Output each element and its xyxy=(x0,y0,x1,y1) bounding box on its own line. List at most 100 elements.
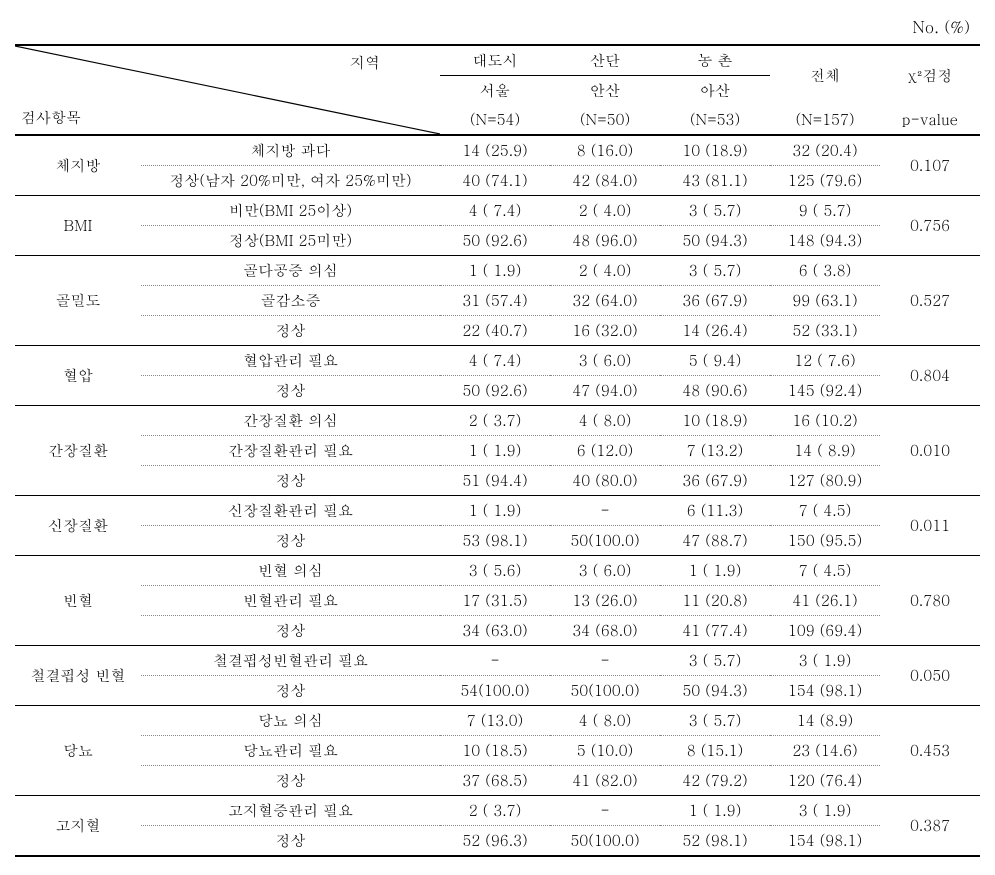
category-label: 정상(BMI 25미만) xyxy=(141,226,440,256)
total-cell: 3 ( 1.9) xyxy=(770,646,880,676)
data-cell: 40 (80.0) xyxy=(550,466,660,496)
total-cell: 14 (8.9) xyxy=(770,706,880,736)
header-region-label: 지역 xyxy=(350,52,380,73)
data-cell: 3 ( 5.7) xyxy=(660,256,770,286)
data-cell: - xyxy=(550,646,660,676)
total-cell: 23 (14.6) xyxy=(770,736,880,766)
data-cell: 1 ( 1.9) xyxy=(440,496,550,526)
data-cell: 10 (18.9) xyxy=(660,406,770,436)
data-cell: 50(100.0) xyxy=(550,826,660,857)
data-cell: 32 (64.0) xyxy=(550,286,660,316)
total-cell: 125 (79.6) xyxy=(770,166,880,196)
table-row: 간장질환관리 필요1 ( 1.9)6 (12.0)7 (13.2)14 ( 8.… xyxy=(15,436,980,466)
total-cell: 127 (80.9) xyxy=(770,466,880,496)
data-cell: 48 (96.0) xyxy=(550,226,660,256)
group-name: 간장질환 xyxy=(15,406,141,496)
data-cell: - xyxy=(550,496,660,526)
total-cell: 6 ( 3.8) xyxy=(770,256,880,286)
data-cell: 2 ( 3.7) xyxy=(440,796,550,826)
header-city-0: 서울 xyxy=(440,76,550,106)
data-cell: 47 (88.7) xyxy=(660,526,770,556)
data-cell: 4 ( 7.4) xyxy=(440,346,550,376)
data-cell: 37 (68.5) xyxy=(440,766,550,796)
group-name: 당뇨 xyxy=(15,706,141,796)
data-cell: 50 (92.6) xyxy=(440,226,550,256)
table-row: 신장질환신장질환관리 필요1 ( 1.9)-6 (11.3)7 ( 4.5)0.… xyxy=(15,496,980,526)
category-label: 정상 xyxy=(141,526,440,556)
data-cell: 50 (94.3) xyxy=(660,676,770,706)
category-label: 철결핍성빈혈관리 필요 xyxy=(141,646,440,676)
table-row: 정상50 (92.6)47 (94.0)48 (90.6)145 (92.4) xyxy=(15,376,980,406)
pvalue-cell: 0.453 xyxy=(880,706,980,796)
data-cell: 5 ( 9.4) xyxy=(660,346,770,376)
category-label: 골다공증 의심 xyxy=(141,256,440,286)
table-row: 빈혈관리 필요17 (31.5)13 (26.0)11 (20.8)41 (26… xyxy=(15,586,980,616)
data-cell: 7 (13.0) xyxy=(440,706,550,736)
data-cell: 3 ( 6.0) xyxy=(550,556,660,586)
table-row: 정상(BMI 25미만)50 (92.6)48 (96.0)50 (94.3)1… xyxy=(15,226,980,256)
data-cell: 7 (13.2) xyxy=(660,436,770,466)
category-label: 간장질환 의심 xyxy=(141,406,440,436)
data-cell: 5 (10.0) xyxy=(550,736,660,766)
data-cell: 41 (77.4) xyxy=(660,616,770,646)
data-cell: 42 (84.0) xyxy=(550,166,660,196)
data-cell: - xyxy=(550,796,660,826)
header-pvalue-label: p-value xyxy=(880,105,980,135)
pvalue-cell: 0.527 xyxy=(880,256,980,346)
data-cell: 3 ( 5.7) xyxy=(660,196,770,226)
total-cell: 109 (69.4) xyxy=(770,616,880,646)
data-cell: 22 (40.7) xyxy=(440,316,550,346)
table-row: 고지혈고지혈증관리 필요2 ( 3.7)-1 ( 1.9)3 ( 1.9)0.3… xyxy=(15,796,980,826)
table-row: 빈혈빈혈 의심3 ( 5.6)3 ( 6.0)1 ( 1.9)7 ( 4.5)0… xyxy=(15,556,980,586)
category-label: 정상 xyxy=(141,616,440,646)
pvalue-cell: 0.107 xyxy=(880,135,980,196)
diagonal-header: 지역 검사항목 xyxy=(15,45,440,135)
pvalue-cell: 0.050 xyxy=(880,646,980,706)
group-name: 골밀도 xyxy=(15,256,141,346)
pvalue-cell: 0.804 xyxy=(880,346,980,406)
total-cell: 148 (94.3) xyxy=(770,226,880,256)
data-cell: 34 (63.0) xyxy=(440,616,550,646)
header-city-2: 아산 xyxy=(660,76,770,106)
data-cell: 1 ( 1.9) xyxy=(660,556,770,586)
data-cell: 8 (15.1) xyxy=(660,736,770,766)
table-row: 정상22 (40.7)16 (32.0)14 (26.4)52 (33.1) xyxy=(15,316,980,346)
data-cell: 13 (26.0) xyxy=(550,586,660,616)
table-header: 지역 검사항목 대도시 산단 농 촌 전체 χ²검정 서울 안산 아산 (N=5… xyxy=(15,45,980,135)
table-row: 혈압혈압관리 필요4 ( 7.4)3 ( 6.0)5 ( 9.4)12 ( 7.… xyxy=(15,346,980,376)
category-label: 정상 xyxy=(141,466,440,496)
total-cell: 7 ( 4.5) xyxy=(770,556,880,586)
header-total-label: 전체 xyxy=(770,45,880,105)
category-label: 골감소증 xyxy=(141,286,440,316)
category-label: 비만(BMI 25이상) xyxy=(141,196,440,226)
data-cell: 17 (31.5) xyxy=(440,586,550,616)
data-cell: 11 (20.8) xyxy=(660,586,770,616)
total-cell: 16 (10.2) xyxy=(770,406,880,436)
category-label: 혈압관리 필요 xyxy=(141,346,440,376)
header-chi2-label: χ²검정 xyxy=(880,45,980,105)
data-cell: 1 ( 1.9) xyxy=(440,436,550,466)
header-n-1: (N=50) xyxy=(550,105,660,135)
table-row: 정상51 (94.4)40 (80.0)36 (67.9)127 (80.9) xyxy=(15,466,980,496)
pvalue-cell: 0.780 xyxy=(880,556,980,646)
data-cell: 53 (98.1) xyxy=(440,526,550,556)
category-label: 빈혈 의심 xyxy=(141,556,440,586)
data-cell: 51 (94.4) xyxy=(440,466,550,496)
table-row: 정상54(100.0)50(100.0)50 (94.3)154 (98.1) xyxy=(15,676,980,706)
category-label: 정상(남자 20%미만, 여자 25%미만) xyxy=(141,166,440,196)
category-label: 당뇨관리 필요 xyxy=(141,736,440,766)
data-cell: 3 ( 5.7) xyxy=(660,706,770,736)
total-cell: 9 ( 5.7) xyxy=(770,196,880,226)
category-label: 정상 xyxy=(141,316,440,346)
table-row: 체지방체지방 과다14 (25.9)8 (16.0)10 (18.9)32 (2… xyxy=(15,135,980,166)
data-cell: 3 ( 5.6) xyxy=(440,556,550,586)
data-cell: - xyxy=(440,646,550,676)
data-cell: 3 ( 5.7) xyxy=(660,646,770,676)
total-cell: 52 (33.1) xyxy=(770,316,880,346)
total-cell: 99 (63.1) xyxy=(770,286,880,316)
total-cell: 150 (95.5) xyxy=(770,526,880,556)
table-row: 철결핍성 빈혈철결핍성빈혈관리 필요--3 ( 5.7)3 ( 1.9)0.05… xyxy=(15,646,980,676)
data-cell: 6 (11.3) xyxy=(660,496,770,526)
data-cell: 43 (81.1) xyxy=(660,166,770,196)
total-cell: 32 (20.4) xyxy=(770,135,880,166)
